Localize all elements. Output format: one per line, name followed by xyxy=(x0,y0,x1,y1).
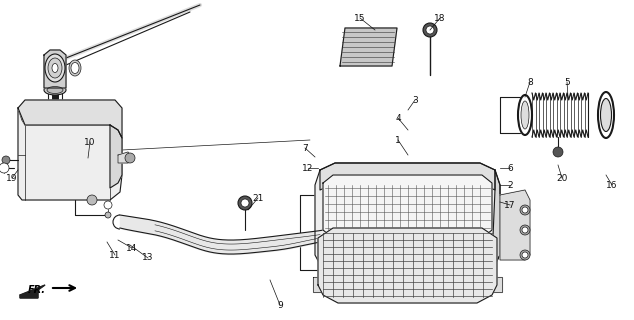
Circle shape xyxy=(553,147,563,157)
Text: 8: 8 xyxy=(527,77,533,86)
Ellipse shape xyxy=(69,60,81,76)
Polygon shape xyxy=(110,125,122,188)
Circle shape xyxy=(423,23,437,37)
Polygon shape xyxy=(18,108,122,200)
Circle shape xyxy=(520,250,530,260)
Polygon shape xyxy=(500,190,530,260)
Circle shape xyxy=(520,225,530,235)
Polygon shape xyxy=(118,152,132,163)
Polygon shape xyxy=(323,175,492,238)
Ellipse shape xyxy=(52,63,58,73)
Text: 20: 20 xyxy=(556,173,567,182)
Circle shape xyxy=(486,281,494,289)
Circle shape xyxy=(0,163,9,173)
Ellipse shape xyxy=(335,235,395,285)
Text: 14: 14 xyxy=(126,244,138,252)
Circle shape xyxy=(522,207,528,213)
Ellipse shape xyxy=(47,86,63,93)
Polygon shape xyxy=(478,277,502,292)
Text: 19: 19 xyxy=(6,173,18,182)
Circle shape xyxy=(241,199,249,207)
Ellipse shape xyxy=(521,101,529,129)
Polygon shape xyxy=(492,170,500,270)
Circle shape xyxy=(520,205,530,215)
Text: 6: 6 xyxy=(507,164,513,172)
Text: 15: 15 xyxy=(354,13,366,22)
Text: 13: 13 xyxy=(142,253,154,262)
Text: 18: 18 xyxy=(434,13,446,22)
Text: FR.: FR. xyxy=(28,285,46,295)
Ellipse shape xyxy=(598,92,614,138)
Ellipse shape xyxy=(71,62,79,74)
Text: 21: 21 xyxy=(252,194,264,203)
Text: 16: 16 xyxy=(606,180,618,189)
Text: 4: 4 xyxy=(395,114,401,123)
Circle shape xyxy=(2,156,10,164)
Ellipse shape xyxy=(600,99,612,132)
Polygon shape xyxy=(44,50,66,88)
Text: 12: 12 xyxy=(302,164,314,172)
Text: 10: 10 xyxy=(84,138,96,147)
Circle shape xyxy=(426,26,434,34)
Circle shape xyxy=(522,227,528,233)
Ellipse shape xyxy=(518,95,532,135)
Text: 7: 7 xyxy=(302,143,308,153)
Circle shape xyxy=(105,212,111,218)
Text: 1: 1 xyxy=(395,135,401,145)
Ellipse shape xyxy=(48,58,62,78)
Text: 11: 11 xyxy=(109,251,120,260)
Text: 5: 5 xyxy=(564,77,570,86)
Polygon shape xyxy=(340,28,397,66)
Polygon shape xyxy=(315,163,500,277)
Ellipse shape xyxy=(45,54,65,82)
Polygon shape xyxy=(318,228,497,303)
Polygon shape xyxy=(320,163,495,190)
Circle shape xyxy=(522,252,528,258)
Polygon shape xyxy=(313,277,337,292)
Circle shape xyxy=(125,153,135,163)
Circle shape xyxy=(87,195,97,205)
Text: 3: 3 xyxy=(412,95,418,105)
Ellipse shape xyxy=(44,85,66,95)
Circle shape xyxy=(238,196,252,210)
Circle shape xyxy=(104,201,112,209)
Text: 17: 17 xyxy=(504,201,515,210)
Polygon shape xyxy=(20,285,45,298)
Polygon shape xyxy=(18,100,122,138)
Circle shape xyxy=(321,281,329,289)
Text: 9: 9 xyxy=(277,300,283,309)
Text: 2: 2 xyxy=(507,180,513,189)
